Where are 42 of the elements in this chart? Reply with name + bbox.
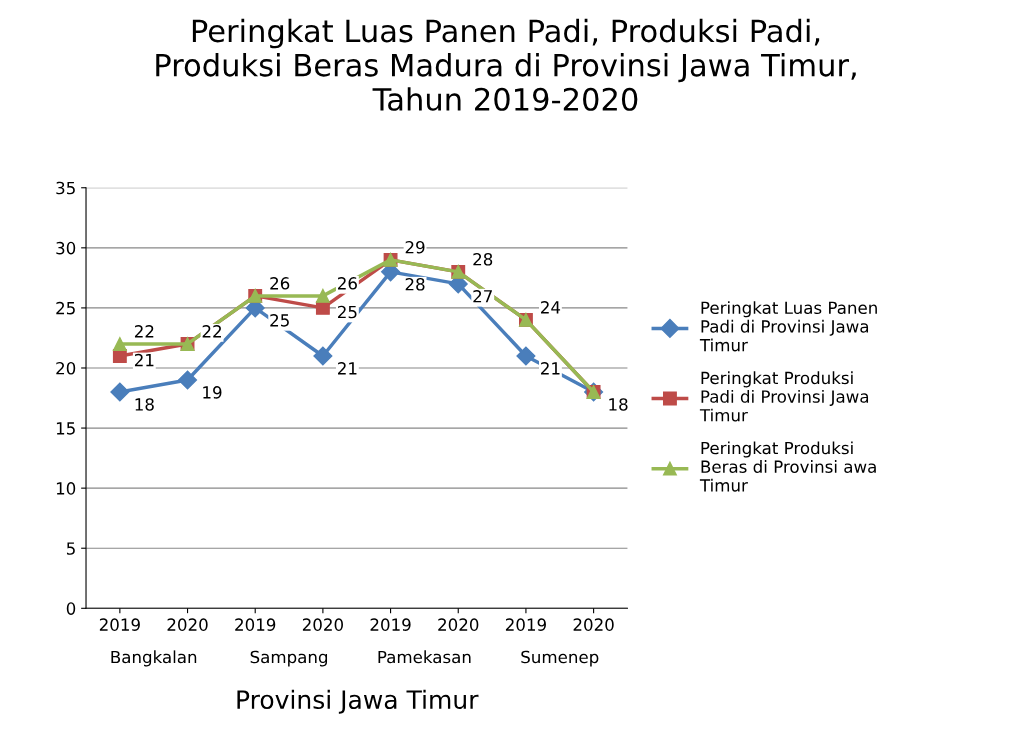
x-tick-label: 2019 [99, 618, 140, 631]
data-label: 26 [338, 277, 357, 290]
x-tick-label: 2020 [573, 618, 614, 631]
data-label: 18 [609, 398, 628, 411]
text: Sumenep [521, 650, 599, 667]
data-label: 28 [473, 252, 493, 266]
data-label: 26 [270, 277, 290, 290]
x-axis-title: Provinsi Jawa Timur [237, 689, 479, 714]
x-tick-label: 2020 [167, 618, 208, 631]
y-tick-label: 10 [56, 482, 76, 495]
data-label: 22 [134, 325, 154, 338]
data-label: 24 [541, 301, 561, 314]
text: Sampang [250, 650, 328, 667]
data-label: 28 [405, 277, 425, 291]
data-label: 22 [202, 325, 221, 338]
data-label: 21 [134, 353, 154, 367]
legend-label: Peringkat Produksi Padi di Provinsi Jawa Timur [699, 371, 869, 422]
data-label: 18 [135, 398, 154, 411]
data-label: 29 [405, 240, 425, 254]
data-label: 27 [473, 290, 492, 303]
data-label: 25 [338, 305, 357, 319]
x-tick-label: 2020 [438, 618, 479, 631]
y-tick-label: 0 [66, 602, 76, 615]
y-tick-label: 15 [56, 422, 75, 435]
data-label: 19 [203, 386, 222, 399]
legend-label: Peringkat Produksi Beras di Provinsi awa Timur [699, 441, 876, 492]
legend-label: Peringkat Luas Panen Padi di Provinsi Jawa Timur [699, 301, 877, 352]
text: Bangkalan [111, 650, 197, 667]
data-label: 21 [541, 362, 560, 375]
x-tick-label: 2019 [505, 618, 546, 631]
data-label: 21 [338, 362, 357, 375]
x-tick-label: 2019 [370, 618, 411, 631]
y-tick-label: 35 [56, 181, 75, 195]
text: Pamekasan [378, 650, 471, 664]
chart-title: Peringkat Luas Panen Padi, Produksi Padi, Produksi Beras Madura di Provinsi Jawa Timur, Tahun 2019-2020 [156, 18, 856, 111]
x-tick-label: 2019 [235, 618, 276, 631]
y-tick-label: 30 [56, 241, 76, 255]
y-tick-label: 20 [56, 361, 76, 375]
y-tick-label: 25 [56, 301, 75, 315]
data-label: 25 [270, 314, 289, 327]
y-tick-label: 5 [66, 542, 75, 555]
x-tick-label: 2020 [302, 618, 343, 631]
